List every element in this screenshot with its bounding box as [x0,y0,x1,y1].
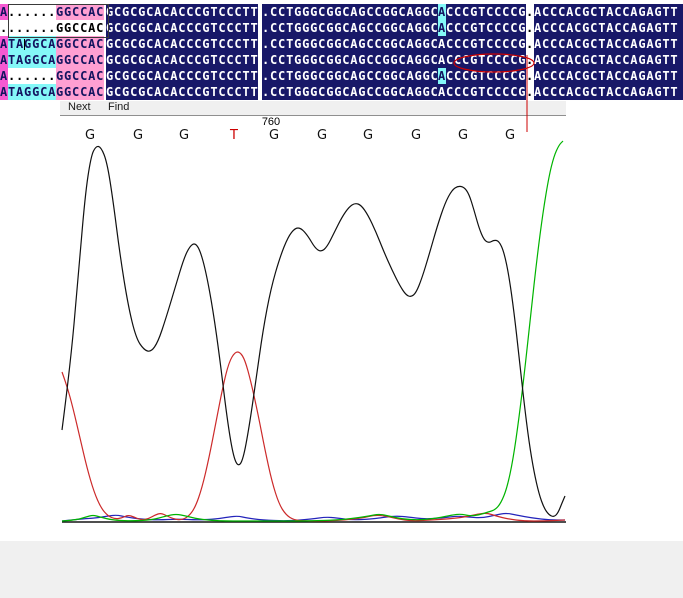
seq-cell-row4-c2[interactable]: GGCCAC [56,52,104,68]
seq-cell-row1-seg2[interactable]: .CCTGGGCGGCAGCCGGCAGGC [262,4,438,20]
seq-cell-row1-c0[interactable]: A [0,4,8,20]
seq-cell-row6-seg3[interactable]: CCCGTCCCCG [446,84,526,100]
seq-cell-row6-c2[interactable]: GGCCAC [56,84,104,100]
seq-cell-row2-seg2[interactable]: .CCTGGGCGGCAGCCGGCAGGC [262,20,438,36]
seq-cell-row3-seg3[interactable]: CCCGTCCCCG [446,36,526,52]
seq-cell-row4-c0[interactable]: A [0,52,8,68]
text-cursor [24,39,25,50]
base-call-letter: G [504,128,516,143]
footer-area [0,541,683,598]
next-button[interactable]: Next [68,101,91,113]
seq-cell-row5-seg1[interactable]: GCGCGCACACCCGTCCCTT [106,68,258,84]
seq-cell-row6-c0[interactable]: A [0,84,8,100]
seq-cell-row5-c0[interactable]: A [0,68,8,84]
ruler-position-label: 760 [261,116,281,128]
seq-cell-row6-c1[interactable]: TAGGCA [8,84,56,100]
seq-cell-row2-gap[interactable]: . [526,20,534,36]
base-call-letter: G [178,128,190,143]
seq-cell-row3-seg2[interactable]: .CCTGGGCGGCAGCCGGCAGGC [262,36,438,52]
seq-cell-row1-gap[interactable]: . [526,4,534,20]
trace-toolbar: Next Find [60,101,566,116]
seq-cell-row6-seg4[interactable]: ACCCACGCTACCAGAGTT [534,84,683,100]
seq-cell-row4-seg4[interactable]: ACCCACGCTACCAGAGTT [534,52,683,68]
seq-cell-row4-a[interactable]: A [438,52,446,68]
seq-cell-row5-a[interactable]: A [438,68,446,84]
seq-cell-row6-seg2[interactable]: .CCTGGGCGGCAGCCGGCAGGC [262,84,438,100]
trace-A [61,140,564,522]
trace-T [61,351,566,522]
seq-cell-row1-seg1[interactable]: GCGCGCACACCCGTCCCTT [106,4,258,20]
base-call-letter: G [362,128,374,143]
seq-cell-row5-seg3[interactable]: CCCGTCCCCG [446,68,526,84]
seq-cell-row3-c2[interactable]: GGCCAC [56,36,104,52]
seq-cell-row2-c1[interactable]: ...... [8,20,56,36]
seq-cell-row1-c2[interactable]: GGCCAC [56,4,104,20]
seq-cell-row5-gap[interactable]: . [526,68,534,84]
seq-cell-row6-seg1[interactable]: GCGCGCACACCCGTCCCTT [106,84,258,100]
seq-cell-row3-c1[interactable]: TAGGCA [8,36,56,52]
seq-cell-row1-c1[interactable]: ...... [8,4,56,20]
seq-cell-row4-c1[interactable]: TAGGCA [8,52,56,68]
base-call-letter: G [84,128,96,143]
seq-cell-row2-c0[interactable]: . [0,20,8,36]
seq-cell-row1-seg4[interactable]: ACCCACGCTACCAGAGTT [534,4,683,20]
seq-cell-row3-gap[interactable]: . [526,36,534,52]
base-call-letter: T [230,128,238,143]
seq-cell-row6-gap[interactable]: . [526,84,534,100]
seq-cell-row2-seg4[interactable]: ACCCACGCTACCAGAGTT [534,20,683,36]
seq-cell-row6-a[interactable]: A [438,84,446,100]
base-call-letter: G [457,128,469,143]
seq-cell-row5-c2[interactable]: GGCCAC [56,68,104,84]
trace-G [61,145,566,517]
seq-cell-row4-seg1[interactable]: GCGCGCACACCCGTCCCTT [106,52,258,68]
seq-cell-row2-seg1[interactable]: GCGCGCACACCCGTCCCTT [106,20,258,36]
seq-cell-row4-gap[interactable]: . [526,52,534,68]
seq-cell-row1-a[interactable]: A [438,4,446,20]
base-call-letter: G [132,128,144,143]
seq-cell-row5-seg2[interactable]: .CCTGGGCGGCAGCCGGCAGGC [262,68,438,84]
seq-cell-row5-seg4[interactable]: ACCCACGCTACCAGAGTT [534,68,683,84]
seq-cell-row3-seg1[interactable]: GCGCGCACACCCGTCCCTT [106,36,258,52]
seq-cell-row2-seg3[interactable]: CCCGTCCCCG [446,20,526,36]
seq-cell-row4-seg3[interactable]: CCCGTCCCCG [446,52,526,68]
seq-cell-row4-seg2[interactable]: .CCTGGGCGGCAGCCGGCAGGC [262,52,438,68]
seq-cell-row3-c0[interactable]: A [0,36,8,52]
seq-cell-row2-c2[interactable]: GGCCAC [56,20,104,36]
base-call-letter: G [410,128,422,143]
find-button[interactable]: Find [108,101,130,113]
base-call-letter: G [316,128,328,143]
seq-cell-row3-seg4[interactable]: ACCCACGCTACCAGAGTT [534,36,683,52]
seq-cell-row1-seg3[interactable]: CCCGTCCCCG [446,4,526,20]
seq-cell-row3-a[interactable]: A [438,36,446,52]
base-call-letter: G [268,128,280,143]
trace-C [61,512,565,522]
seq-cell-row2-a[interactable]: A [438,20,446,36]
seq-cell-row5-c1[interactable]: ...... [8,68,56,84]
